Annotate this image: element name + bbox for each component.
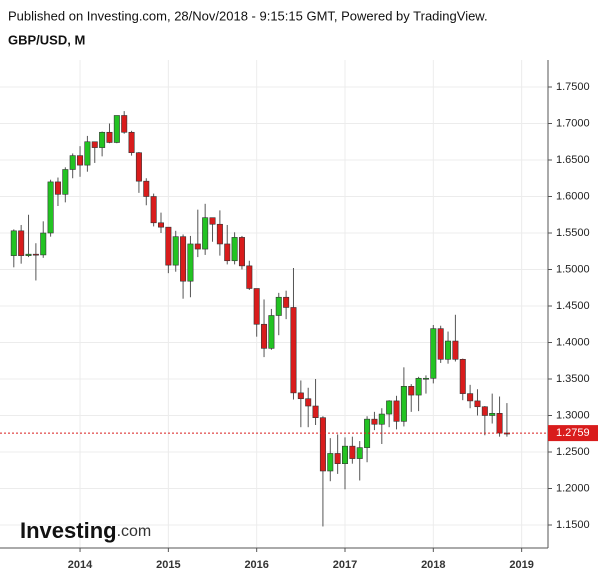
candle-body xyxy=(253,288,260,325)
candle-body xyxy=(459,358,466,394)
candle-body xyxy=(10,230,17,256)
candle-body xyxy=(246,265,253,289)
y-tick-label: 1.7000 xyxy=(556,117,590,129)
candle-body xyxy=(400,386,407,422)
candle-body xyxy=(135,152,142,182)
candle-body xyxy=(165,226,172,266)
candle-body xyxy=(40,232,47,256)
candle-body xyxy=(386,400,393,415)
candle-body xyxy=(319,417,326,472)
candle-body xyxy=(408,386,415,396)
candle-body xyxy=(452,340,459,360)
axis-labels: 1.1500 1.2000 1.2500 1.3000 1.3500 1.4000 1.45… xyxy=(68,81,598,571)
candle-body xyxy=(341,445,348,464)
candle-body xyxy=(84,141,91,166)
candle-body xyxy=(349,445,356,459)
y-tick-label: 1.1500 xyxy=(556,519,590,531)
candle-body xyxy=(305,398,312,407)
y-tick-label: 1.2000 xyxy=(556,482,590,494)
y-tick-label: 1.4500 xyxy=(556,300,590,312)
y-tick-label: 1.6500 xyxy=(556,154,590,166)
candle-body xyxy=(54,181,61,195)
candle-body xyxy=(143,180,150,197)
candle-body xyxy=(327,453,334,472)
candle-body xyxy=(422,377,429,380)
candle-body xyxy=(62,169,69,195)
candle-body xyxy=(18,230,25,256)
candle-body xyxy=(467,393,474,402)
candle-body xyxy=(489,413,496,416)
candle-body xyxy=(106,131,113,143)
candle-body xyxy=(334,453,341,464)
candle-body xyxy=(158,222,165,228)
candle-body xyxy=(238,237,245,267)
candle-body xyxy=(437,328,444,360)
candles xyxy=(0,111,548,527)
candle-body xyxy=(172,236,179,266)
candle-body xyxy=(25,253,32,256)
logo: Investing.com xyxy=(20,518,151,543)
candle-body xyxy=(415,377,422,396)
candle-body xyxy=(99,131,106,148)
x-tick-label: 2017 xyxy=(333,559,357,571)
y-tick-label: 1.2500 xyxy=(556,446,590,458)
candle-body xyxy=(261,323,268,349)
candle-body xyxy=(290,307,297,394)
y-tick-label: 1.3000 xyxy=(556,409,590,421)
y-tick-label: 1.7500 xyxy=(556,81,590,93)
candle-body xyxy=(121,115,128,133)
candle-body xyxy=(312,405,319,418)
grid xyxy=(0,60,548,548)
candle-body xyxy=(77,155,84,166)
candle-body xyxy=(209,217,216,225)
last-price-label: 1.2759 xyxy=(556,427,590,439)
candle-body xyxy=(474,400,481,408)
x-tick-label: 2019 xyxy=(509,559,533,571)
y-tick-label: 1.6000 xyxy=(556,190,590,202)
candle-body xyxy=(91,141,98,148)
candle-body xyxy=(187,243,194,282)
y-tick-label: 1.5500 xyxy=(556,227,590,239)
y-tick-label: 1.4000 xyxy=(556,336,590,348)
x-tick-label: 2018 xyxy=(421,559,445,571)
published-note: Published on Investing.com, 28/Nov/2018 … xyxy=(8,8,488,23)
candle-body xyxy=(194,243,201,250)
candle-body xyxy=(275,296,282,316)
candle-body xyxy=(297,392,304,400)
last-price-box xyxy=(548,425,598,442)
x-tick-label: 2014 xyxy=(68,559,93,571)
y-tick-label: 1.3500 xyxy=(556,373,590,385)
logo-main: Investing xyxy=(20,518,117,543)
candle-body xyxy=(393,400,400,422)
candle-body xyxy=(371,418,378,425)
candle-body xyxy=(283,296,290,308)
candle-body xyxy=(150,196,157,224)
y-tick-label: 1.5000 xyxy=(556,263,590,275)
candle-body xyxy=(47,181,54,234)
candle-body xyxy=(224,243,231,262)
candle-body xyxy=(128,131,135,154)
candle-body xyxy=(113,115,120,143)
candle-body xyxy=(445,340,452,360)
candle-body xyxy=(180,236,187,282)
candle-body xyxy=(356,447,363,459)
candle-body xyxy=(496,413,503,434)
candle-body xyxy=(69,155,76,170)
logo-suffix: .com xyxy=(117,523,152,540)
candle-body xyxy=(430,328,437,379)
x-tick-label: 2015 xyxy=(156,559,180,571)
candle-body xyxy=(32,253,39,256)
candle-body xyxy=(231,237,238,262)
x-tick-label: 2016 xyxy=(244,559,268,571)
candle-body xyxy=(216,223,223,245)
candle-body xyxy=(202,217,209,250)
symbol: GBP/USD, M xyxy=(8,32,85,47)
candle-body xyxy=(481,406,488,416)
candle-body xyxy=(268,315,275,349)
candle-body xyxy=(378,413,385,425)
